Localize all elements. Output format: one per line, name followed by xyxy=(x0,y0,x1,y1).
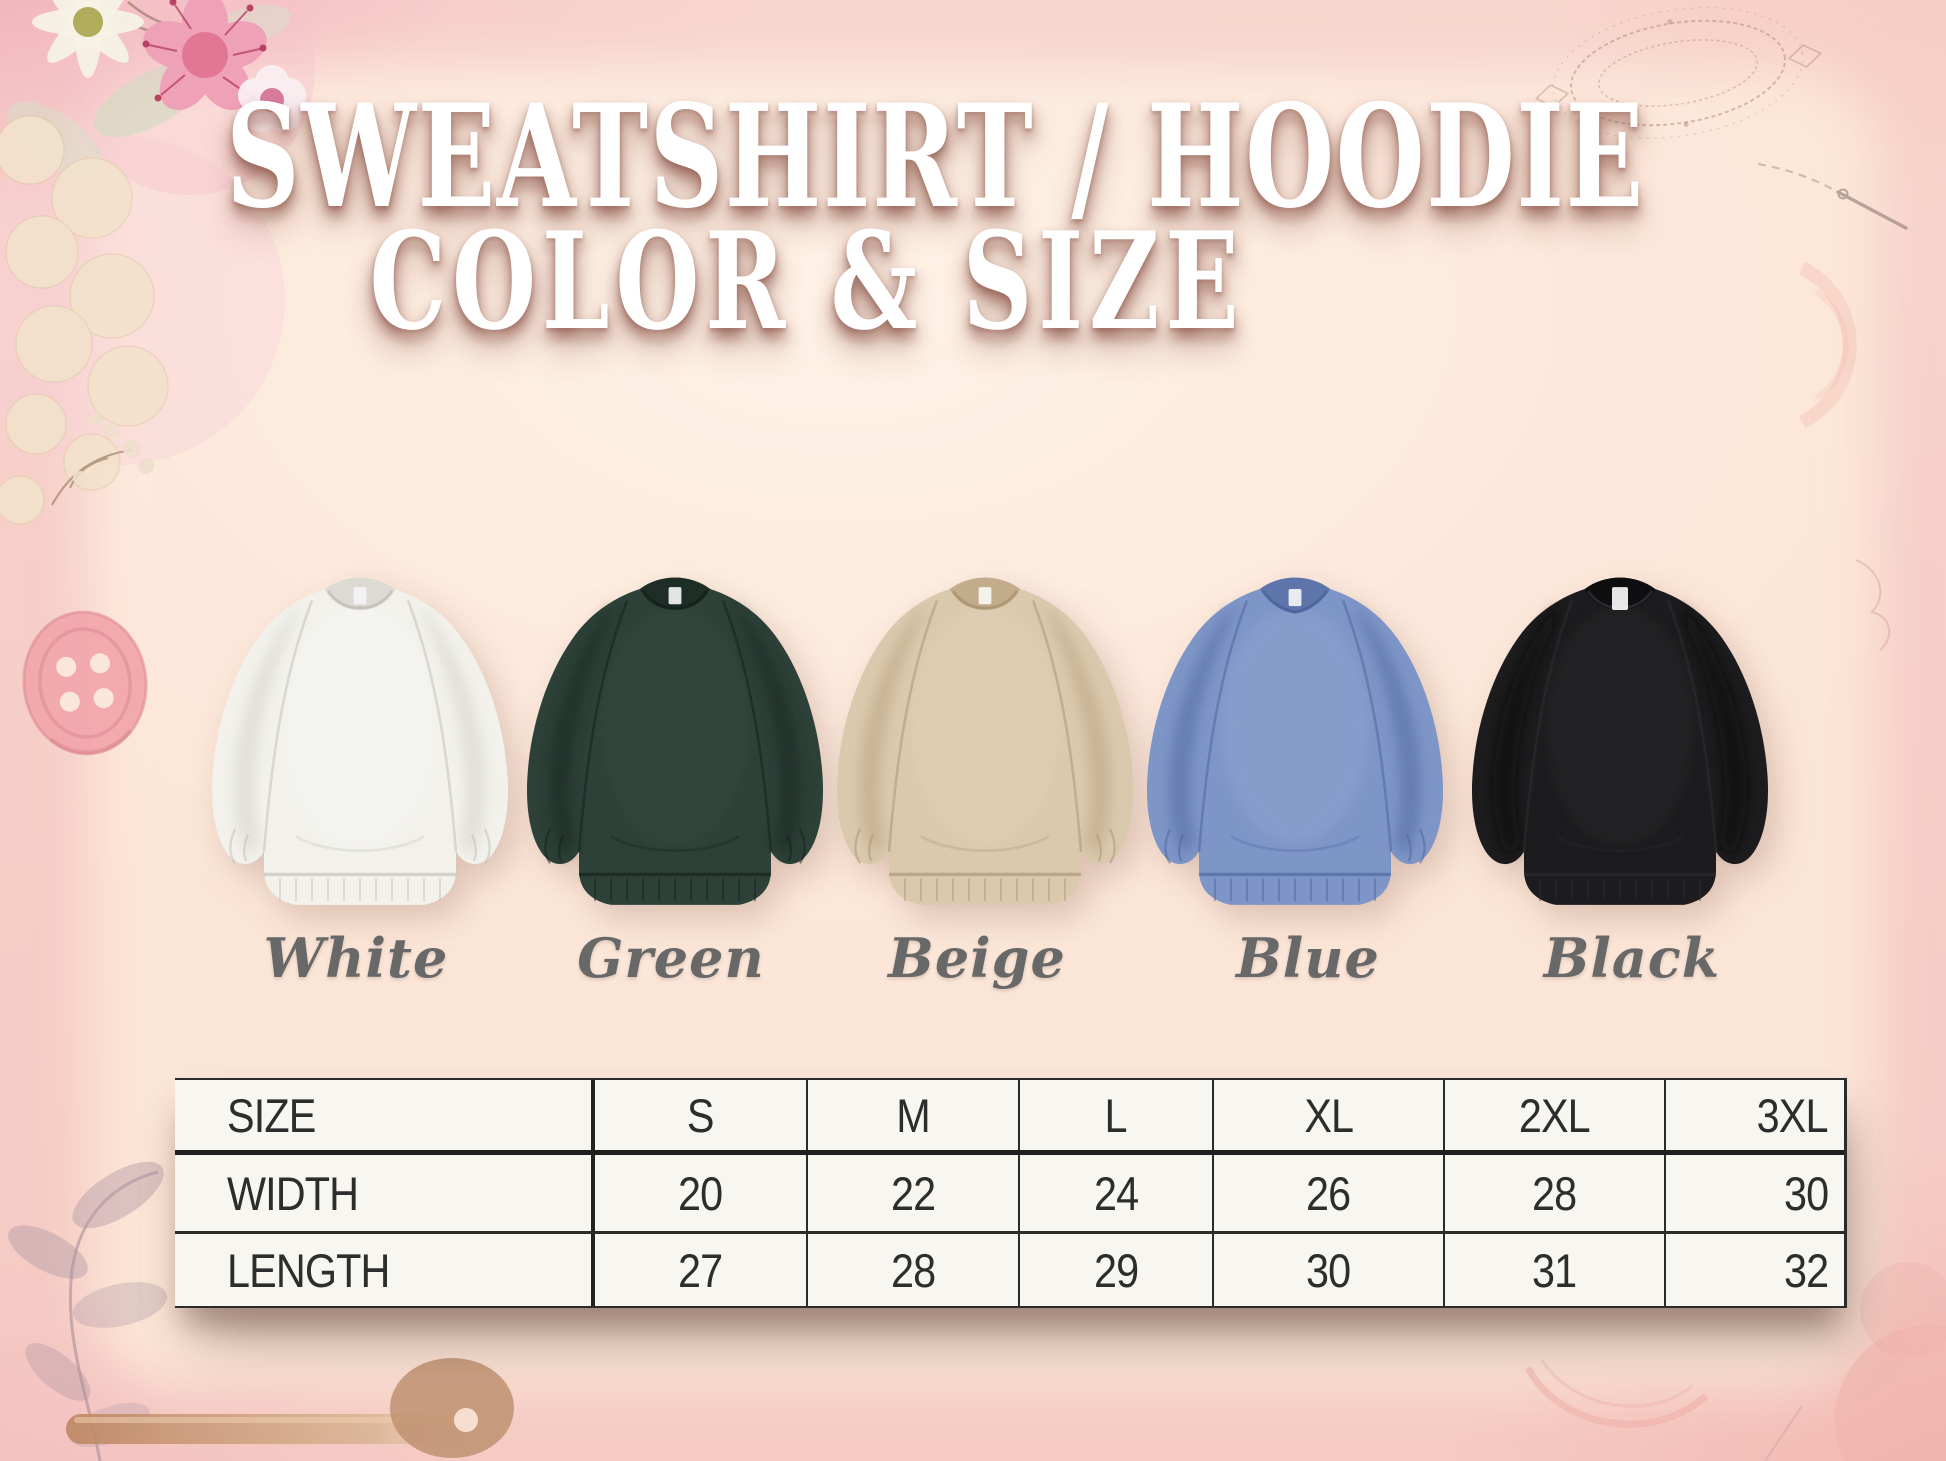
width-m: 22 xyxy=(890,1166,936,1220)
width-s: 20 xyxy=(678,1166,723,1220)
width-2xl: 28 xyxy=(1532,1166,1577,1220)
row-label: LENGTH xyxy=(227,1243,390,1297)
header-size: SIZE xyxy=(227,1088,316,1142)
sweatshirt-icon xyxy=(1146,577,1444,905)
header-3xl: 3XL xyxy=(1757,1088,1829,1142)
header-m: M xyxy=(896,1088,930,1142)
title-line2: COLOR & SIZE xyxy=(369,202,1245,360)
width-l: 24 xyxy=(1093,1166,1139,1220)
length-m: 28 xyxy=(890,1243,936,1297)
size-value-cell: 30 xyxy=(1214,1234,1445,1306)
size-value-cell: 22 xyxy=(808,1155,1020,1231)
size-table-header-cell: XL xyxy=(1214,1080,1445,1150)
size-table-header-cell: L xyxy=(1020,1080,1214,1150)
size-value-cell: 26 xyxy=(1214,1155,1445,1231)
row-label-cell: LENGTH xyxy=(175,1234,595,1306)
length-2xl: 31 xyxy=(1532,1243,1577,1297)
sweatshirt-icon xyxy=(526,577,824,905)
header-l: L xyxy=(1104,1088,1128,1142)
sweatshirt-icon xyxy=(211,577,509,905)
length-l: 29 xyxy=(1093,1243,1139,1297)
page-title: SWEATSHIRT / HOODIE COLOR & SIZE xyxy=(225,74,1645,360)
length-xl: 30 xyxy=(1306,1243,1351,1297)
size-table-header-cell: M xyxy=(808,1080,1020,1150)
size-table-header-cell: 2XL xyxy=(1445,1080,1666,1150)
size-table-header-cell: S xyxy=(595,1080,808,1150)
size-table: SIZE S M L XL 2XL 3XL WIDTH 20 22 24 26 … xyxy=(175,1078,1847,1308)
size-table-length-row: LENGTH 27 28 29 30 31 32 xyxy=(175,1234,1844,1306)
length-s: 27 xyxy=(678,1243,723,1297)
header-xl: XL xyxy=(1304,1088,1354,1142)
size-value-cell: 27 xyxy=(595,1234,808,1306)
row-label-cell: WIDTH xyxy=(175,1155,595,1231)
size-value-cell: 24 xyxy=(1020,1155,1214,1231)
size-table-header-row: SIZE S M L XL 2XL 3XL xyxy=(175,1080,1844,1155)
color-label-white: White xyxy=(263,926,449,990)
color-label-blue: Blue xyxy=(1236,926,1380,990)
size-value-cell: 28 xyxy=(1445,1155,1666,1231)
size-value-cell: 20 xyxy=(595,1155,808,1231)
sweatshirt-icon xyxy=(836,577,1134,905)
sweatshirt-beige xyxy=(825,570,1145,922)
sweatshirt-black xyxy=(1460,570,1780,922)
size-value-cell: 31 xyxy=(1445,1234,1666,1306)
sweatshirt-green xyxy=(515,570,835,922)
size-value-cell: 30 xyxy=(1666,1155,1844,1231)
size-table-width-row: WIDTH 20 22 24 26 28 30 xyxy=(175,1155,1844,1234)
size-table-header-cell: 3XL xyxy=(1666,1080,1844,1150)
color-label-black: Black xyxy=(1543,926,1721,990)
size-value-cell: 32 xyxy=(1666,1234,1844,1306)
title-line1: SWEATSHIRT / HOODIE xyxy=(225,74,1645,240)
length-3xl: 32 xyxy=(1783,1243,1829,1297)
color-label-green: Green xyxy=(577,926,765,990)
row-label: WIDTH xyxy=(227,1166,359,1220)
size-value-cell: 28 xyxy=(808,1234,1020,1306)
header-2xl: 2XL xyxy=(1519,1088,1591,1142)
width-xl: 26 xyxy=(1306,1166,1351,1220)
sweatshirt-white xyxy=(200,570,520,922)
sweatshirt-blue xyxy=(1135,570,1455,922)
size-table-header-cell: SIZE xyxy=(175,1080,595,1150)
width-3xl: 30 xyxy=(1783,1166,1829,1220)
sweatshirt-icon xyxy=(1471,577,1769,905)
header-s: S xyxy=(687,1088,715,1142)
size-value-cell: 29 xyxy=(1020,1234,1214,1306)
color-label-beige: Beige xyxy=(888,926,1066,990)
